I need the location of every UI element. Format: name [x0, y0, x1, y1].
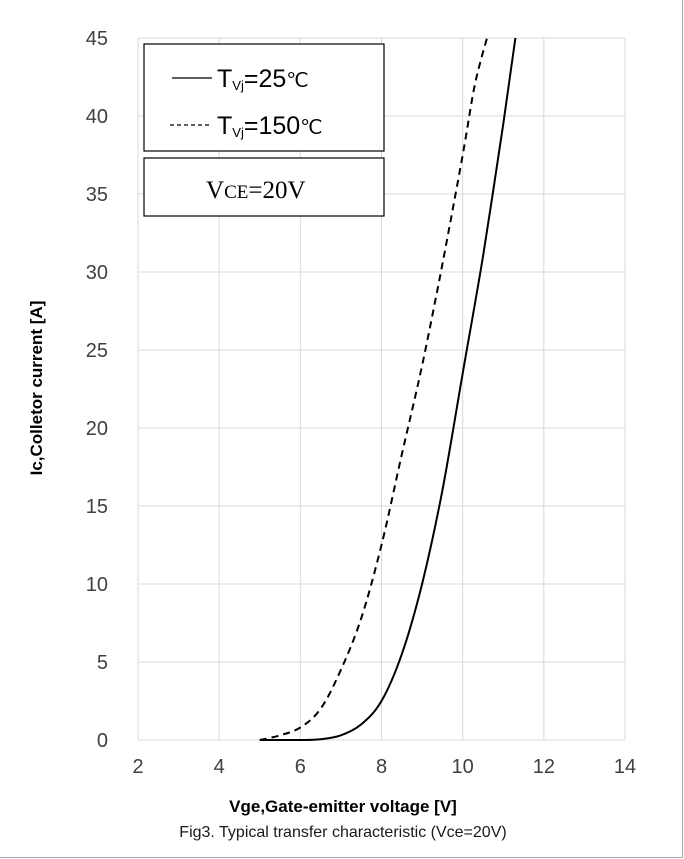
legend-box — [143, 43, 385, 152]
tick-labels: 2 4 6 8 10 12 14 0 5 10 15 20 25 30 35 40 45 — [86, 28, 636, 778]
legend-label-150: TVj=150℃ — [217, 112, 323, 140]
series-layer — [259, 37, 517, 742]
grid-lines — [137, 37, 626, 741]
y-tick-label: 45 — [86, 28, 108, 50]
x-tick-label: 6 — [295, 756, 306, 778]
series-line-tvj-25 — [259, 37, 517, 742]
x-tick-label: 2 — [132, 756, 143, 778]
y-tick-label: 10 — [86, 574, 108, 596]
vce-annotation: VCE=20V — [206, 177, 306, 204]
y-tick-label: 35 — [86, 184, 108, 206]
y-tick-label: 40 — [86, 106, 108, 128]
figure-caption: Fig3. Typical transfer characteristic (V… — [179, 824, 506, 841]
x-tick-label: 4 — [214, 756, 225, 778]
y-tick-label: 25 — [86, 340, 108, 362]
x-tick-label: 12 — [533, 756, 555, 778]
y-tick-label: 5 — [97, 652, 108, 674]
y-tick-label: 15 — [86, 496, 108, 518]
x-tick-label: 10 — [452, 756, 474, 778]
y-tick-label: 0 — [97, 730, 108, 752]
y-tick-label: 30 — [86, 262, 108, 284]
legend-label-25: TVj=25℃ — [217, 65, 309, 93]
x-tick-label: 14 — [614, 756, 636, 778]
y-tick-label: 20 — [86, 418, 108, 440]
vce-annotation-box — [143, 157, 385, 217]
y-axis-title: Ic,Colletor current [A] — [27, 301, 46, 476]
series-line-tvj-150 — [259, 37, 488, 741]
x-axis-title: Vge,Gate-emitter voltage [V] — [229, 797, 457, 816]
x-tick-label: 8 — [376, 756, 387, 778]
